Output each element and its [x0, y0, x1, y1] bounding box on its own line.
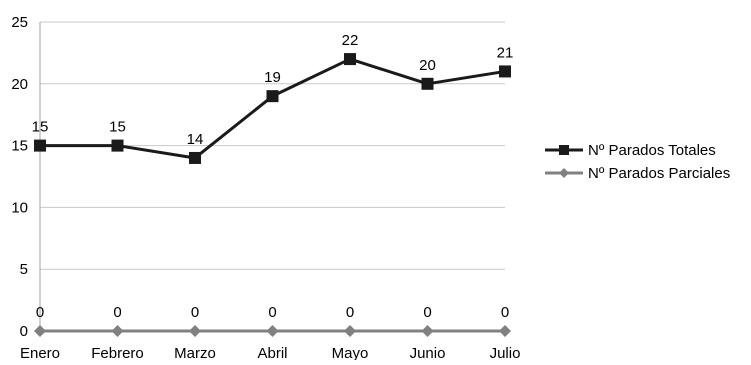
legend-marker — [559, 168, 569, 178]
y-tick-label: 0 — [20, 323, 28, 340]
data-point-marker — [34, 325, 46, 337]
x-tick-label: Julio — [490, 345, 521, 360]
data-point-marker — [111, 139, 124, 152]
data-point-marker — [499, 325, 511, 337]
data-point-marker — [421, 77, 434, 90]
data-label: 20 — [419, 57, 436, 74]
y-tick-label: 5 — [20, 261, 28, 278]
data-label: 0 — [36, 304, 44, 321]
data-label: 0 — [423, 304, 431, 321]
data-label: 15 — [32, 119, 49, 136]
data-label: 22 — [342, 32, 359, 49]
data-label: 0 — [191, 304, 199, 321]
y-tick-label: 25 — [11, 14, 28, 31]
x-tick-label: Febrero — [91, 345, 144, 360]
data-point-marker — [421, 325, 434, 337]
data-label: 0 — [501, 304, 509, 321]
data-point-marker — [266, 90, 279, 103]
data-point-marker — [344, 325, 356, 337]
data-point-marker — [111, 325, 124, 337]
x-tick-label: Marzo — [174, 345, 216, 360]
y-tick-label: 10 — [11, 199, 28, 216]
y-tick-label: 20 — [11, 76, 28, 93]
data-point-marker — [344, 53, 356, 66]
data-point-marker — [189, 151, 201, 164]
data-label: 0 — [113, 304, 121, 321]
y-tick-label: 15 — [11, 138, 28, 155]
data-point-marker — [34, 139, 46, 152]
x-tick-label: Abril — [257, 345, 287, 360]
data-label: 0 — [346, 304, 354, 321]
legend-label: Nº Parados Totales — [588, 142, 716, 159]
x-tick-label: Enero — [20, 345, 60, 360]
data-point-marker — [189, 325, 201, 337]
data-label: 21 — [497, 44, 514, 61]
data-point-marker — [499, 65, 511, 78]
data-point-marker — [266, 325, 279, 337]
x-tick-label: Junio — [410, 345, 446, 360]
data-label: 0 — [268, 304, 276, 321]
legend-marker — [559, 145, 569, 155]
data-label: 14 — [187, 131, 204, 148]
x-tick-label: Mayo — [332, 345, 369, 360]
data-label: 15 — [109, 119, 126, 136]
legend-label: Nº Parados Parciales — [588, 165, 730, 182]
data-label: 19 — [264, 69, 281, 86]
